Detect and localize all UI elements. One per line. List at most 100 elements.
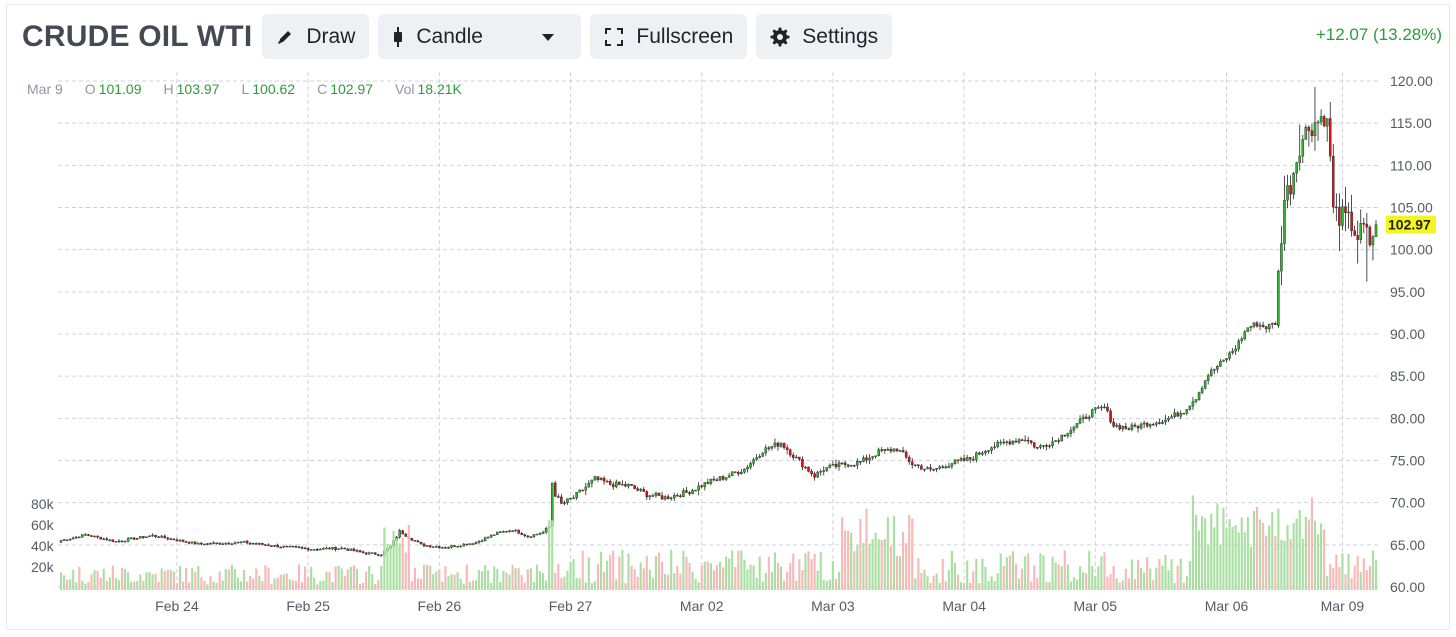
candle-body bbox=[1258, 324, 1262, 327]
candle-body bbox=[569, 498, 572, 500]
volume-bar bbox=[932, 575, 935, 590]
candle-body bbox=[810, 471, 813, 474]
volume-bar bbox=[905, 543, 908, 590]
candle-body bbox=[1304, 126, 1308, 140]
candle-body bbox=[163, 535, 167, 539]
volume-bar bbox=[529, 568, 532, 590]
volume-bar bbox=[1021, 568, 1024, 590]
draw-button[interactable]: Draw bbox=[262, 14, 370, 59]
volume-bar bbox=[194, 571, 197, 590]
candle-body bbox=[236, 541, 240, 544]
volume-bar bbox=[1228, 519, 1231, 590]
volume-bar bbox=[325, 571, 328, 590]
candle-body bbox=[190, 541, 194, 544]
candle-body bbox=[1139, 423, 1143, 429]
volume-bar bbox=[1310, 497, 1313, 590]
candle-body bbox=[505, 531, 508, 533]
volume-bar bbox=[1359, 571, 1362, 590]
candle-body bbox=[929, 467, 932, 470]
fullscreen-button[interactable]: Fullscreen bbox=[590, 14, 748, 59]
volume-bar bbox=[1234, 524, 1237, 590]
candle-body bbox=[987, 450, 990, 452]
volume-bar bbox=[279, 574, 282, 590]
volume-bar bbox=[435, 571, 438, 590]
candle-body bbox=[364, 552, 368, 555]
volume-bar bbox=[136, 581, 139, 590]
candle-body bbox=[438, 546, 441, 549]
volume-bar bbox=[1362, 558, 1365, 590]
volume-bar bbox=[825, 580, 828, 590]
volume-bar bbox=[703, 561, 706, 590]
candle-body bbox=[703, 482, 707, 488]
volume-bar bbox=[1210, 513, 1213, 590]
candle-body bbox=[288, 545, 292, 548]
volume-bar bbox=[474, 580, 478, 590]
candle-body bbox=[206, 543, 209, 545]
close-label: C bbox=[317, 81, 328, 97]
candle-body bbox=[923, 468, 926, 471]
volume-bar bbox=[102, 568, 105, 590]
candle-body bbox=[1365, 223, 1369, 228]
volume-bar bbox=[685, 556, 688, 590]
volume-bar bbox=[285, 573, 288, 590]
candle-body bbox=[791, 454, 795, 458]
volume-bar bbox=[69, 579, 72, 590]
candle-body bbox=[294, 546, 298, 548]
candle-body bbox=[526, 535, 530, 538]
volume-bar bbox=[679, 573, 682, 590]
candle-body bbox=[157, 536, 160, 538]
candle-body bbox=[868, 457, 871, 461]
volume-bar bbox=[334, 566, 337, 590]
candle-body bbox=[410, 537, 414, 541]
volume-bar bbox=[520, 575, 523, 590]
candle-body bbox=[914, 464, 917, 466]
volume-bar bbox=[1277, 508, 1280, 590]
volume-bar bbox=[1371, 550, 1375, 590]
candle-body bbox=[1280, 243, 1283, 272]
volume-bar bbox=[956, 574, 960, 590]
candle-body bbox=[761, 452, 765, 457]
candle-body bbox=[148, 535, 151, 538]
candle-body bbox=[672, 495, 676, 499]
volume-bar bbox=[1332, 568, 1335, 590]
candle-body bbox=[1051, 441, 1054, 446]
candle-body bbox=[584, 486, 588, 491]
volume-bar bbox=[902, 531, 905, 590]
candle-body bbox=[1274, 323, 1277, 325]
volume-bar bbox=[822, 580, 825, 590]
volume-bar bbox=[355, 568, 359, 590]
candle-body bbox=[560, 496, 563, 504]
volume-bar bbox=[255, 568, 258, 590]
volume-bar bbox=[642, 568, 645, 590]
volume-bar bbox=[950, 550, 953, 590]
volume-bar bbox=[310, 566, 313, 590]
volume-bar bbox=[197, 566, 200, 590]
volume-bar bbox=[612, 550, 615, 590]
volume-bar bbox=[712, 570, 715, 590]
gear-icon bbox=[770, 27, 790, 46]
volume-bar bbox=[81, 580, 84, 590]
chart-type-select[interactable]: Candle bbox=[378, 14, 582, 59]
candle-body bbox=[105, 538, 109, 541]
volume-bar bbox=[764, 573, 767, 590]
candle-body bbox=[959, 458, 963, 461]
volume-bar bbox=[1054, 562, 1057, 590]
candle-body bbox=[874, 455, 877, 457]
candle-body bbox=[877, 449, 880, 456]
volume-bar bbox=[1307, 519, 1310, 590]
candle-body bbox=[1341, 206, 1344, 226]
volume-bar bbox=[447, 576, 450, 590]
candle-body bbox=[267, 544, 270, 547]
volume-bar bbox=[1240, 517, 1243, 590]
settings-button[interactable]: Settings bbox=[756, 14, 893, 59]
candle-body bbox=[233, 542, 237, 545]
volume-bar bbox=[401, 538, 404, 590]
volume-bar bbox=[191, 567, 194, 590]
candle-body bbox=[221, 543, 224, 545]
volume-bar bbox=[181, 581, 185, 590]
volume-bar bbox=[127, 572, 130, 590]
volume-bar bbox=[410, 581, 413, 590]
volume-bar bbox=[898, 556, 902, 590]
candle-body bbox=[1042, 445, 1045, 447]
